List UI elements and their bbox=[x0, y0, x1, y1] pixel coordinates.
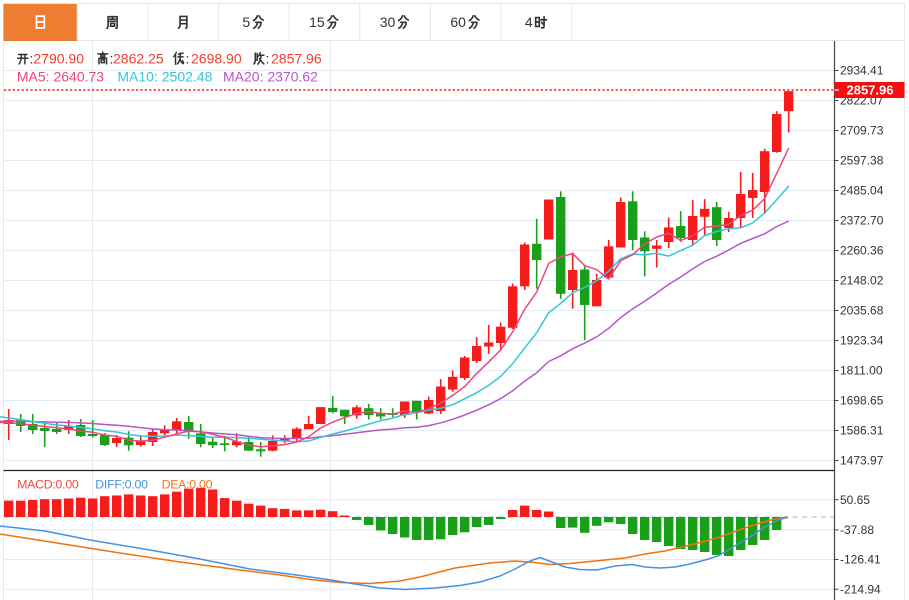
svg-text:1473.97: 1473.97 bbox=[840, 454, 884, 468]
svg-text:2862.25: 2862.25 bbox=[113, 51, 164, 67]
svg-text:2372.70: 2372.70 bbox=[840, 214, 884, 228]
svg-text:2148.02: 2148.02 bbox=[840, 274, 884, 288]
svg-text:MA5: 2640.73: MA5: 2640.73 bbox=[17, 69, 104, 85]
svg-text:-37.88: -37.88 bbox=[840, 523, 874, 537]
svg-text:30: 30 bbox=[380, 14, 396, 30]
svg-text::: : bbox=[110, 51, 114, 67]
svg-text:2790.90: 2790.90 bbox=[33, 51, 84, 67]
svg-text:1811.00: 1811.00 bbox=[840, 364, 883, 378]
svg-text:2934.41: 2934.41 bbox=[840, 64, 884, 78]
svg-text:DEA:0.00: DEA:0.00 bbox=[162, 478, 213, 492]
svg-text:2698.90: 2698.90 bbox=[191, 51, 242, 67]
svg-text::: : bbox=[266, 51, 270, 67]
svg-text::: : bbox=[30, 51, 34, 67]
svg-text:-214.94: -214.94 bbox=[840, 582, 881, 596]
svg-text:MACD:0.00: MACD:0.00 bbox=[17, 478, 79, 492]
svg-text:50.65: 50.65 bbox=[840, 493, 870, 507]
svg-text:2857.96: 2857.96 bbox=[847, 83, 894, 98]
svg-text:1586.31: 1586.31 bbox=[840, 424, 884, 438]
svg-text:2260.36: 2260.36 bbox=[840, 244, 884, 258]
svg-text:4: 4 bbox=[525, 14, 533, 30]
svg-text:2857.96: 2857.96 bbox=[271, 51, 322, 67]
svg-text:2597.38: 2597.38 bbox=[840, 154, 884, 168]
svg-text:2485.04: 2485.04 bbox=[840, 184, 884, 198]
svg-text::: : bbox=[186, 51, 190, 67]
svg-text:MA20: 2370.62: MA20: 2370.62 bbox=[223, 69, 318, 85]
svg-text:15: 15 bbox=[309, 14, 325, 30]
svg-text:60: 60 bbox=[450, 14, 466, 30]
svg-text:5: 5 bbox=[242, 14, 250, 30]
svg-text:1923.34: 1923.34 bbox=[840, 334, 884, 348]
svg-text:-126.41: -126.41 bbox=[840, 553, 881, 567]
svg-text:DIFF:0.00: DIFF:0.00 bbox=[95, 478, 148, 492]
svg-text:2035.68: 2035.68 bbox=[840, 304, 884, 318]
svg-text:1698.65: 1698.65 bbox=[840, 394, 884, 408]
svg-text:2709.73: 2709.73 bbox=[840, 124, 884, 138]
svg-text:MA10: 2502.48: MA10: 2502.48 bbox=[117, 69, 212, 85]
